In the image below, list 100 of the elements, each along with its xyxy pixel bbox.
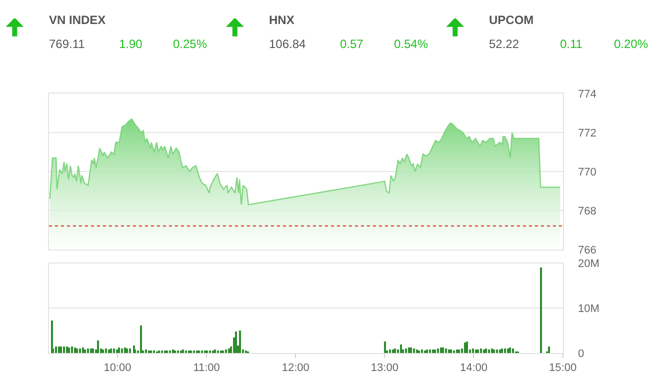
bar: [434, 349, 436, 353]
bar: [144, 349, 147, 353]
bar: [160, 350, 163, 353]
bar: [442, 347, 444, 353]
bar: [198, 350, 200, 353]
bar: [500, 348, 503, 353]
bar: [152, 350, 155, 353]
bar: [204, 350, 206, 353]
text: 0.11: [560, 37, 583, 51]
text: 52.22: [489, 37, 520, 51]
bar: [472, 348, 474, 353]
bar: [176, 350, 179, 353]
bar: [62, 346, 65, 353]
bar: [76, 348, 78, 353]
bar: [128, 348, 131, 353]
bar: [384, 341, 386, 353]
text: 0.57: [340, 37, 364, 51]
bar: [436, 348, 439, 353]
bar: [464, 342, 466, 353]
bar: [134, 349, 136, 353]
bar: [388, 349, 391, 353]
bar: [540, 267, 542, 353]
bar: [180, 350, 182, 353]
bar: [54, 346, 57, 353]
text: 106.84: [269, 37, 306, 51]
bar: [112, 348, 115, 353]
bar: [166, 350, 168, 353]
bar: [184, 350, 187, 353]
bar: [216, 350, 219, 353]
bar: [410, 347, 412, 353]
bar: [212, 350, 214, 353]
bar: [444, 348, 447, 353]
bar: [140, 325, 142, 353]
bar: [476, 349, 479, 353]
text: 0.54%: [394, 37, 428, 51]
bar: [92, 348, 94, 353]
bar: [188, 350, 190, 353]
x-tick-label: 12:00: [282, 362, 310, 374]
bar: [124, 347, 126, 353]
bar: [452, 350, 455, 353]
bar: [68, 347, 70, 353]
bar: [448, 349, 450, 353]
bar: [548, 346, 550, 353]
y-tick-label: 774: [578, 88, 596, 101]
bar: [220, 350, 222, 353]
bar: [418, 350, 420, 353]
y-tick-label: 766: [578, 244, 596, 256]
bar: [192, 350, 195, 353]
bar: [512, 348, 514, 353]
bar: [482, 349, 485, 353]
bar: [466, 341, 468, 353]
bar: [200, 350, 203, 353]
bar: [172, 349, 174, 353]
bar: [60, 346, 62, 353]
y-tick-label: 770: [578, 166, 596, 178]
bar: [428, 349, 431, 353]
bar: [496, 349, 498, 353]
bar: [228, 348, 230, 353]
bar: [490, 348, 493, 353]
bar: [96, 340, 99, 353]
bar: [126, 348, 128, 353]
bar: [450, 349, 452, 353]
text: 0.20%: [614, 37, 648, 51]
bar: [174, 350, 176, 353]
bar: [148, 350, 150, 353]
bar: [432, 349, 434, 353]
text: 769.11: [49, 37, 86, 51]
bar: [120, 348, 123, 353]
bar: [222, 350, 224, 353]
bar: [208, 350, 211, 353]
bar: [400, 344, 402, 353]
bar: [456, 349, 458, 353]
bar: [86, 348, 89, 353]
bar: [104, 348, 107, 353]
text: VN INDEX: [49, 13, 106, 27]
bar: [238, 330, 241, 353]
bar: [224, 349, 227, 353]
bar: [440, 347, 442, 353]
bar: [182, 349, 184, 353]
bar: [408, 347, 410, 353]
bar: [118, 347, 120, 353]
bar: [150, 350, 152, 353]
text: 0.25%: [173, 37, 208, 51]
text: HNX: [269, 13, 294, 27]
bar: [164, 350, 166, 353]
bar: [168, 350, 171, 353]
x-tick-label: 14:00: [460, 362, 488, 374]
text: UPCOM: [489, 13, 534, 27]
bar: [70, 346, 73, 353]
bar: [474, 349, 477, 353]
bar: [412, 348, 415, 353]
bar: [66, 346, 68, 353]
bar: [74, 347, 76, 353]
bar: [488, 349, 490, 353]
bar: [196, 350, 198, 353]
bar: [82, 347, 84, 353]
bar: [102, 349, 104, 353]
bar: [426, 349, 428, 353]
text: 1.90: [119, 37, 143, 51]
bar: [90, 348, 92, 353]
